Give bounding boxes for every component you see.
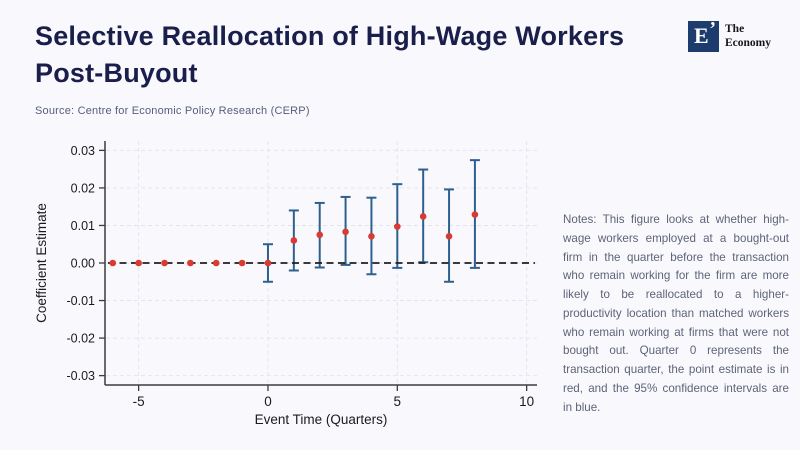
point-estimate [264,259,272,267]
y-tick-label: 0.01 [71,219,95,233]
point-estimate [135,259,142,267]
point-estimate [212,259,220,267]
point-estimate [290,237,298,244]
point-estimate [471,211,479,218]
point-estimate [109,259,117,267]
point-estimate [161,259,168,267]
logo-letter: E [694,23,709,48]
x-axis-label: Event Time (Quarters) [255,412,388,427]
point-estimate [316,231,324,239]
page-title: Selective Reallocation of High-Wage Work… [35,21,625,89]
point-estimate [419,213,427,220]
x-tick-label: 0 [264,394,272,409]
notes-text: Notes: This figure looks at whether high… [563,213,789,414]
the-economy-logo: E ’ The Economy [688,18,771,52]
logo-apostrophe: ’ [709,18,716,40]
x-tick-label: 5 [394,394,402,409]
y-tick-label: -0.02 [67,332,96,346]
point-estimate [238,259,246,267]
coefficient-plot: 0.03 0.02 0.01 0.00 -0.01 -0.02 -0.03 -5 0 5 10 Eve… [30,133,550,433]
logo-wordmark-line2: Economy [725,36,771,49]
point-estimate [368,233,375,240]
point-estimate [187,259,194,267]
x-tick-label: 10 [519,394,534,409]
point-estimate [445,233,453,240]
coefficient-plot-svg: 0.03 0.02 0.01 0.00 -0.01 -0.02 -0.03 -5 0 5 10 Eve… [34,141,537,427]
y-axis-label: Coefficient Estimate [34,203,49,323]
logo-wordmark: The Economy [725,23,771,49]
x-tick-label: -5 [133,394,145,409]
y-tick-label: 0.00 [71,257,95,271]
logo-monogram-icon: E ’ [688,18,719,52]
point-estimate [342,228,349,236]
source-caption: Source: Centre for Economic Policy Resea… [35,105,310,117]
y-tick-label: -0.01 [67,294,96,308]
y-tick-label: 0.03 [71,144,95,158]
logo-wordmark-line1: The [725,23,745,36]
y-tick-label: 0.02 [71,181,95,195]
point-estimate [394,223,401,230]
y-tick-label: -0.03 [67,369,96,383]
